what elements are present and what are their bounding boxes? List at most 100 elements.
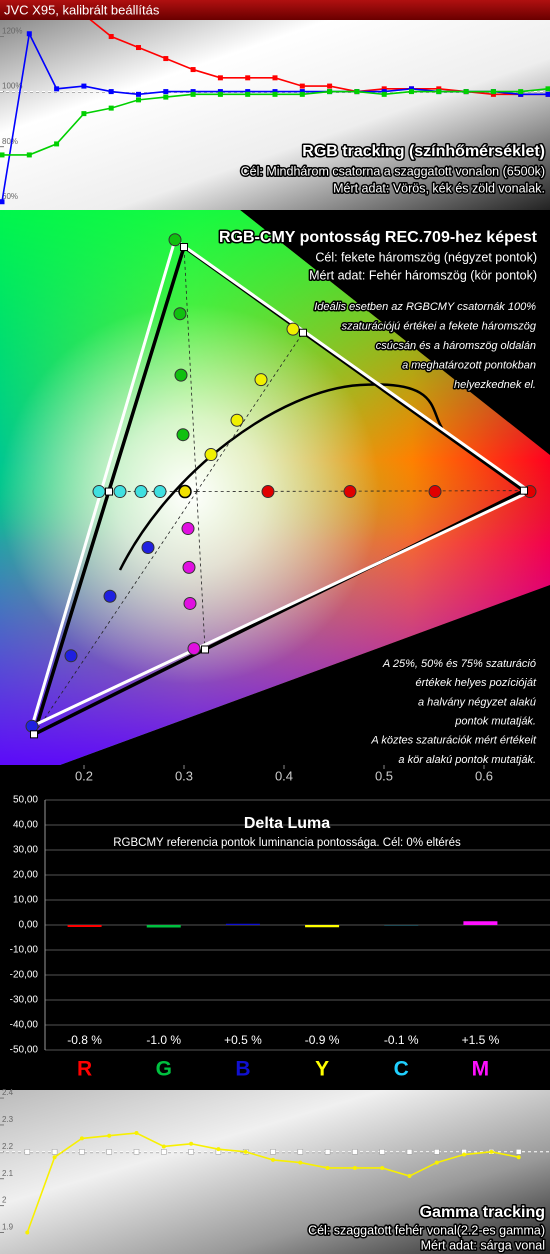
x-tick-label: 0.6 <box>475 768 493 783</box>
point <box>381 89 387 95</box>
x-tick-label: 0.3 <box>175 768 193 783</box>
target-marker <box>188 1149 194 1155</box>
y-tick-label: 2.3 <box>2 1115 14 1124</box>
point <box>489 1149 494 1154</box>
point <box>163 56 169 62</box>
target-marker <box>51 1149 58 1155</box>
white-point <box>178 484 192 499</box>
note: szaturációjú értékei a fekete háromszög <box>342 320 537 332</box>
value-label: -0.1 % <box>384 1033 419 1047</box>
point <box>272 75 278 81</box>
value-label: -1.0 % <box>146 1033 181 1047</box>
point <box>217 89 223 95</box>
point <box>136 45 141 51</box>
target-marker <box>406 1149 413 1155</box>
point <box>327 83 333 89</box>
target-dash <box>196 332 304 492</box>
point <box>436 89 442 95</box>
annotation: Mért adat: sárga vonal <box>421 1238 545 1252</box>
point <box>107 1133 112 1138</box>
value-label: +0.5 % <box>224 1033 262 1047</box>
y-tick-label: 1.9 <box>2 1223 14 1232</box>
y-tick-label: -50,00 <box>10 1045 39 1056</box>
point <box>381 91 387 97</box>
target-marker <box>161 1149 167 1155</box>
y-tick-label: 2 <box>2 1196 7 1205</box>
target-marker <box>270 1149 276 1155</box>
point <box>299 89 305 95</box>
point <box>189 1141 194 1146</box>
header-title: JVC X95, kalibrált beállítás <box>4 2 160 17</box>
point <box>516 1155 521 1160</box>
chart-subtitle: RGBCMY referencia pontok luminancia pont… <box>113 837 461 849</box>
note: a halvány négyzet alakú <box>418 696 536 708</box>
chart-title: RGB tracking (színhőmérséklet) <box>302 143 545 160</box>
note: a kör alakú pontok mutatják. <box>398 754 536 766</box>
measured-point <box>183 596 197 610</box>
point <box>108 34 114 40</box>
point <box>409 89 414 95</box>
category-label: M <box>472 1058 490 1081</box>
annotation: Mért adat: Fehér háromszög (kör pontok) <box>309 268 537 282</box>
point <box>108 105 114 111</box>
point <box>54 141 60 147</box>
point <box>352 1165 357 1170</box>
note: Ideális esetben az RGBCMY csatornák 100% <box>314 301 536 313</box>
y-tick-label: 60% <box>2 192 18 201</box>
measured-point <box>176 428 190 442</box>
target-point <box>105 487 113 496</box>
measured-point <box>286 322 300 336</box>
measured-point <box>254 373 268 387</box>
measured-point <box>343 485 357 499</box>
point <box>298 1160 303 1165</box>
y-tick-label: 120% <box>2 27 22 36</box>
annotation: Cél: Mindhárom csatorna a szaggatott von… <box>241 164 545 178</box>
note: pontok mutatják. <box>454 716 536 728</box>
note: A 25%, 50% és 75% szaturáció <box>382 658 536 670</box>
plot <box>0 1131 550 1235</box>
target-point <box>299 328 307 337</box>
measured-point <box>64 649 78 663</box>
target-dash <box>33 491 198 735</box>
point <box>299 83 305 89</box>
y-tick-label: -40,00 <box>10 1020 39 1031</box>
y-tick-label: 2.4 <box>2 1088 14 1097</box>
category-label: C <box>394 1058 409 1081</box>
point <box>190 67 196 73</box>
y-tick-label: 50,00 <box>13 795 38 806</box>
measured-triangle <box>29 237 533 729</box>
y-tick-label: 2.1 <box>2 1169 14 1178</box>
annotation: Cél: fekete háromszög (négyzet pontok) <box>315 250 537 264</box>
category-label: R <box>77 1058 92 1081</box>
point <box>245 91 251 97</box>
y-tick-label: 2.2 <box>2 1142 14 1151</box>
measured-point <box>173 307 187 321</box>
target-marker <box>324 1149 331 1155</box>
gamma-background <box>0 1090 550 1254</box>
point <box>436 86 442 92</box>
point <box>108 89 114 95</box>
point <box>216 1147 221 1152</box>
value-label: +1.5 % <box>462 1033 500 1047</box>
y-tick-label: -30,00 <box>10 995 39 1006</box>
target-dash <box>196 490 525 492</box>
category-label: G <box>156 1058 172 1081</box>
point <box>26 152 32 158</box>
measured-point <box>168 233 182 247</box>
point <box>518 89 524 95</box>
point <box>327 89 333 95</box>
note: A köztes szaturációk mért értékeit <box>370 735 537 747</box>
point <box>381 86 387 92</box>
measured-point <box>182 560 196 574</box>
target-point <box>520 486 528 495</box>
measured-point <box>428 485 442 499</box>
x-tick-label: 0.4 <box>275 768 293 783</box>
point <box>52 1155 57 1160</box>
note: helyezkednek el. <box>454 379 536 391</box>
point <box>217 75 223 81</box>
y-tick-label: 80% <box>2 137 18 146</box>
point <box>380 1165 385 1170</box>
point <box>0 199 5 205</box>
annotation: Cél: szaggatott fehér vonal(2.2-es gamma… <box>308 1223 545 1237</box>
point <box>136 97 141 103</box>
